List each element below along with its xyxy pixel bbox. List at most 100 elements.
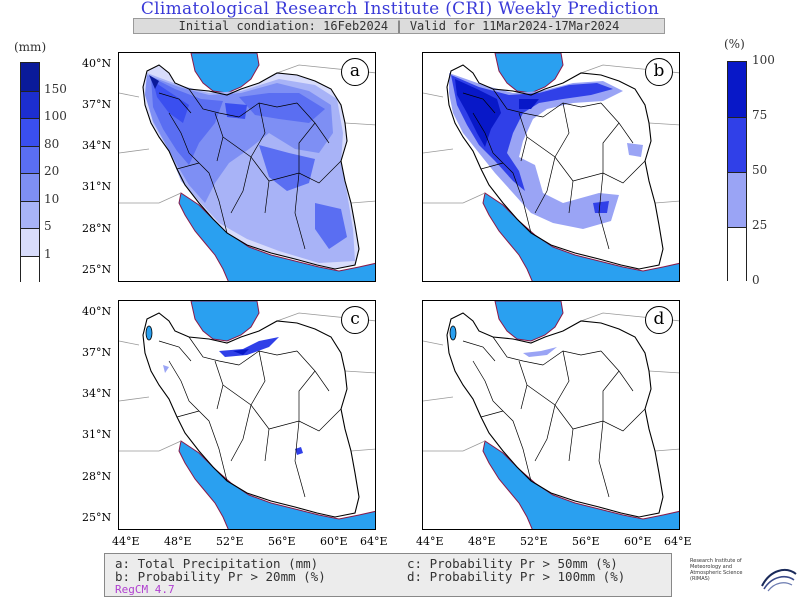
prob-fill-75 [233,349,249,355]
colorbar-segment [21,173,39,201]
panel-label-b: b [645,58,673,86]
province-borders [158,336,342,498]
colorbar-tick-label: 20 [44,164,60,178]
colorbar-segment [21,145,39,173]
longitude-tick-label: 52°E [216,535,244,548]
longitude-tick-label: 60°E [320,535,348,548]
colorbar-tick-label: 1 [44,246,52,261]
map-canvas [423,53,679,281]
colorbar-segment [21,63,39,91]
colorbar-segment [21,228,39,256]
panel-probability-50mm: c [118,300,376,530]
precipitation-colorbar [20,62,40,283]
colorbar-segment [728,172,746,227]
colorbar-tick-label: 100 [44,109,67,123]
latitude-tick-label: 28°N [82,470,112,483]
caspian-sea [494,301,564,342]
colorbar-tick-label: 5 [44,219,52,233]
map-canvas [119,53,375,281]
colorbar-tick-label: 50 [752,163,768,177]
prob-fill-25 [163,365,169,373]
longitude-tick-label: 48°E [164,535,192,548]
latitude-tick-label: 40°N [82,57,112,70]
prob-fill-50 [219,337,279,357]
iran-border [446,312,664,518]
colorbar-segment [728,117,746,172]
legend-item-c: c: Probability Pr > 50mm (%) [407,556,618,571]
precip-fill-150mm [149,75,159,89]
longitude-tick-label: 64°E [664,535,692,548]
caspian-sea [190,53,260,94]
iran-border [142,312,360,518]
colorbar-tick-label: 80 [44,136,60,151]
neighbour-borders [119,64,375,204]
caspian-sea [190,301,260,342]
prob-fill-25 [523,347,557,357]
colorbar-segment [728,62,746,117]
probability-colorbar [727,61,747,282]
panel-label-d: d [645,306,673,334]
latitude-tick-label: 31°N [82,180,112,193]
lake-urmia [145,325,153,341]
legend-item-a: a: Total Precipitation (mm) [115,556,319,571]
longitude-tick-label: 52°E [520,535,548,548]
caspian-sea [494,53,564,94]
latitude-tick-label: 37°N [82,346,112,359]
longitude-tick-label: 56°E [572,535,600,548]
colorbar-segment [21,90,39,118]
map-canvas [119,301,375,529]
iran-border [446,64,664,270]
latitude-tick-label: 40°N [82,305,112,318]
right-colorbar-unit: (%) [724,37,745,51]
legend-item-d: d: Probability Pr > 100mm (%) [407,569,626,584]
latitude-tick-label: 31°N [82,428,112,441]
panel-label-a: a [341,58,369,86]
lake-urmia [449,325,457,341]
legend-box: a: Total Precipitation (mm) c: Probabili… [104,553,672,597]
colorbar-tick-label: 150 [44,81,67,96]
latitude-tick-label: 28°N [82,222,112,235]
colorbar-tick-label: 10 [44,191,60,206]
panel-probability-20mm: b [422,52,680,282]
latitude-tick-label: 37°N [82,98,112,111]
longitude-tick-label: 48°E [468,535,496,548]
latitude-tick-label: 25°N [82,511,112,524]
map-title: Climatological Research Institute (CRI) … [140,0,660,19]
panel-probability-100mm: d [422,300,680,530]
panel-total-precipitation: a [118,52,376,282]
colorbar-tick-label: 25 [752,218,768,232]
longitude-tick-label: 44°E [416,535,444,548]
logo-emblem-icon [761,569,797,592]
left-colorbar-unit: (mm) [14,40,47,54]
longitude-tick-label: 64°E [360,535,388,548]
neighbour-borders [119,312,375,452]
precip-fill-20mm [151,77,347,249]
colorbar-segment [21,118,39,146]
neighbour-borders [423,64,679,204]
colorbar-tick-label: 75 [752,108,768,122]
longitude-tick-label: 44°E [112,535,140,548]
precip-fill-80mm [153,81,247,123]
prob-fill-50-b [295,447,303,455]
province-borders [158,88,342,250]
legend-item-b: b: Probability Pr > 20mm (%) [115,569,326,584]
latitude-tick-label: 34°N [82,139,112,152]
map-subtitle: Initial condiation: 16Feb2024 | Valid fo… [133,18,665,34]
neighbour-borders [423,312,679,452]
colorbar-tick-label: 100 [752,53,775,67]
prob-fill-75 [455,79,539,147]
latitude-tick-label: 25°N [82,263,112,276]
longitude-tick-label: 56°E [268,535,296,548]
logo-text: Research Institute of Meteorology and At… [690,558,743,582]
iran-border [142,64,360,270]
persian-gulf [178,440,375,529]
latitude-tick-label: 34°N [82,387,112,400]
institute-logo: Research Institute of Meteorology and At… [690,556,798,596]
colorbar-segment [728,227,746,282]
panel-label-c: c [341,306,369,334]
colorbar-segment [21,255,39,283]
persian-gulf [482,440,679,529]
longitude-tick-label: 60°E [624,535,652,548]
province-borders [462,88,646,250]
colorbar-segment [21,200,39,228]
